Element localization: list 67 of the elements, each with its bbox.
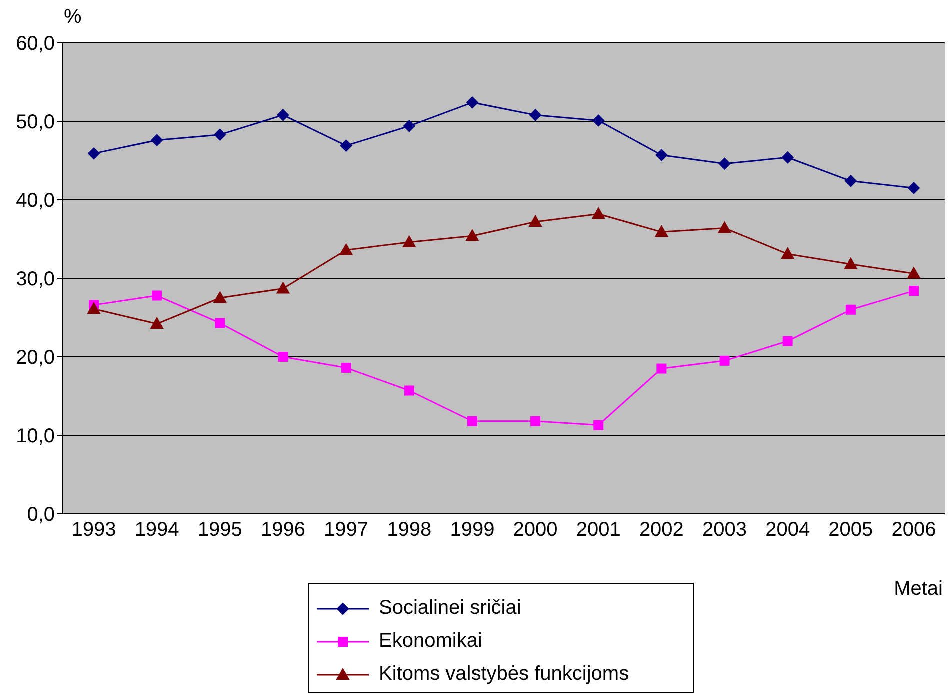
point xyxy=(846,304,856,315)
point xyxy=(592,208,606,220)
point xyxy=(909,286,919,296)
y-tick-label: 30,0 xyxy=(16,268,55,291)
point xyxy=(529,215,542,227)
point xyxy=(720,356,730,366)
point xyxy=(718,158,731,170)
point xyxy=(530,109,542,122)
y-tick-label: 60,0 xyxy=(16,33,55,56)
point xyxy=(277,109,290,122)
x-tick-label: 1998 xyxy=(387,519,432,542)
y-tick-label: 50,0 xyxy=(16,112,55,134)
point xyxy=(844,258,858,270)
y-tick-label: 20,0 xyxy=(16,347,55,370)
point xyxy=(402,236,416,248)
point xyxy=(718,222,732,234)
point xyxy=(404,386,414,396)
point xyxy=(88,148,100,160)
point xyxy=(214,292,227,304)
point xyxy=(656,364,667,374)
point xyxy=(530,416,541,426)
point xyxy=(340,244,353,256)
x-tick-label: 1997 xyxy=(324,519,369,542)
x-tick-label: 1994 xyxy=(134,519,180,542)
x-tick-label: 2006 xyxy=(892,519,936,542)
x-tick-label: 2001 xyxy=(576,519,621,542)
point xyxy=(594,420,604,430)
y-axis-title: % xyxy=(64,6,82,29)
x-tick-label: 1996 xyxy=(260,519,306,542)
legend-label: Ekonomikai xyxy=(379,630,482,653)
point xyxy=(403,120,416,132)
point xyxy=(152,290,162,301)
x-tick-label: 1999 xyxy=(450,519,495,542)
point xyxy=(150,318,164,330)
point xyxy=(908,182,920,194)
point xyxy=(88,302,100,314)
point xyxy=(782,152,794,164)
point xyxy=(908,267,920,279)
x-tick-label: 1995 xyxy=(198,519,242,542)
point xyxy=(656,149,668,162)
legend-label: Socialinei sričiai xyxy=(379,597,522,620)
point xyxy=(151,134,164,146)
point xyxy=(592,114,605,127)
point xyxy=(214,128,226,141)
x-tick-label: 2003 xyxy=(702,519,748,542)
x-tick-label: 1993 xyxy=(72,519,116,542)
legend-label: Kitoms valstybės funkcijoms xyxy=(379,663,630,686)
point xyxy=(466,96,478,109)
y-tick-label: 0,0 xyxy=(27,504,55,526)
x-tick-label: 2004 xyxy=(766,519,810,542)
point xyxy=(467,416,478,426)
x-tick-label: 2000 xyxy=(513,519,558,542)
point xyxy=(276,282,290,294)
x-axis-title: Metai xyxy=(894,578,943,601)
point xyxy=(278,352,288,362)
point xyxy=(340,140,352,152)
point xyxy=(341,362,352,373)
point xyxy=(466,230,479,242)
y-tick-label: 10,0 xyxy=(16,426,55,448)
point xyxy=(215,318,226,328)
point xyxy=(782,336,793,346)
point xyxy=(781,248,794,260)
point xyxy=(655,226,668,238)
point xyxy=(844,175,857,188)
x-tick-label: 2002 xyxy=(639,519,684,542)
y-tick-label: 40,0 xyxy=(16,190,55,212)
x-tick-label: 2005 xyxy=(828,519,874,542)
